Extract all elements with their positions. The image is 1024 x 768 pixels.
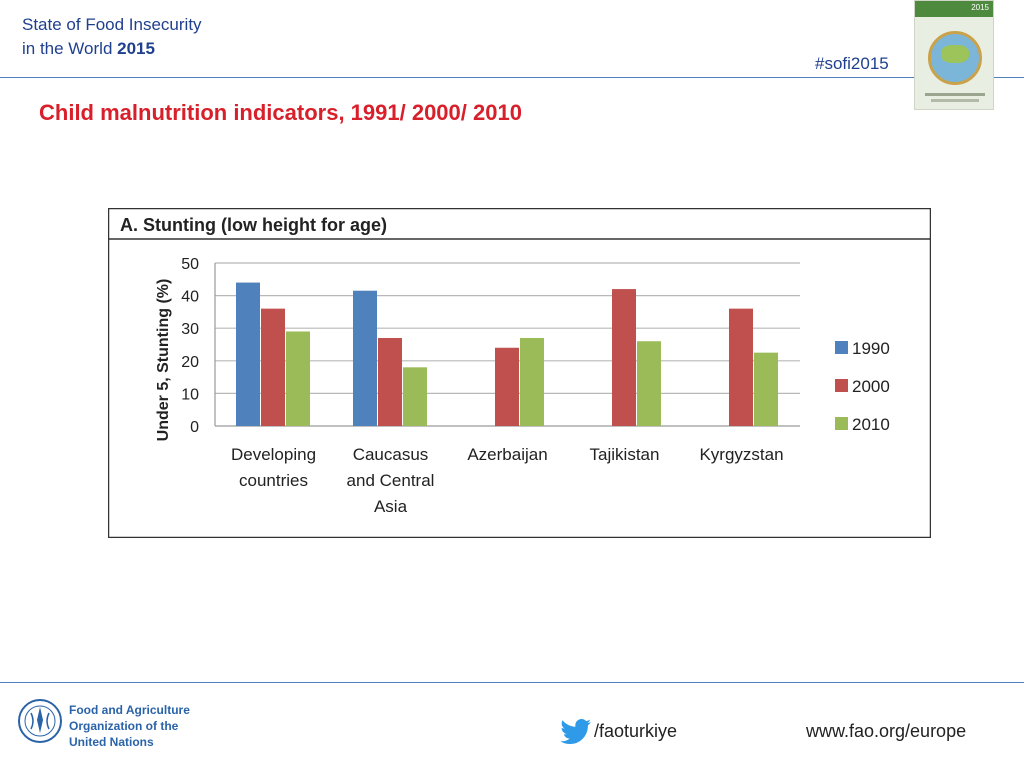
report-title: State of Food Insecurity in the World 20… — [22, 13, 202, 61]
bar-2010-1 — [403, 367, 427, 426]
legend-swatch-1990 — [835, 341, 848, 354]
x-category-label: Kyrgyzstan — [699, 445, 783, 464]
x-category-label-line: Kyrgyzstan — [699, 445, 783, 464]
legend-swatch-2010 — [835, 417, 848, 430]
fao-organization-name: Food and Agriculture Organization of the… — [69, 702, 190, 750]
x-category-label-line: Asia — [374, 497, 408, 516]
bar-2000-3 — [612, 289, 636, 426]
x-category-label: Azerbaijan — [467, 445, 547, 464]
x-category-label-line: and Central — [347, 471, 435, 490]
legend-label-1990: 1990 — [852, 339, 890, 358]
x-category-label: Tajikistan — [590, 445, 660, 464]
legend-swatch-2000 — [835, 379, 848, 392]
header-divider — [0, 77, 1024, 78]
report-title-line2: in the World 2015 — [22, 37, 202, 61]
bar-1990-1 — [353, 290, 377, 426]
x-category-label-line: Azerbaijan — [467, 445, 547, 464]
x-category-label-line: Developing — [231, 445, 316, 464]
footer-divider — [0, 682, 1024, 683]
cover-year: 2015 — [971, 3, 989, 12]
fao-name-line2: Organization of the — [69, 719, 179, 733]
cover-banner — [915, 1, 993, 17]
x-category-label-line: Caucasus — [353, 445, 429, 464]
y-tick-label: 40 — [181, 289, 199, 306]
website-link[interactable]: www.fao.org/europe — [806, 721, 967, 741]
report-year: 2015 — [117, 39, 155, 58]
fao-name-line3: United Nations — [69, 735, 154, 749]
bar-2000-2 — [495, 347, 519, 426]
legend-label-2010: 2010 — [852, 415, 890, 434]
bar-2010-3 — [637, 341, 661, 426]
cover-map-image — [941, 45, 969, 63]
fao-logo-icon — [18, 699, 62, 743]
x-category-label-line: countries — [239, 471, 308, 490]
chart-frame — [108, 208, 931, 538]
legend-label-2000: 2000 — [852, 377, 890, 396]
x-category-label: Developing countries — [231, 445, 316, 490]
chart-title: A. Stunting (low height for age) — [120, 215, 387, 235]
bar-2000-1 — [378, 337, 402, 426]
cover-text-line — [931, 99, 979, 102]
bar-2010-0 — [286, 331, 310, 426]
cover-text-line — [925, 93, 985, 96]
report-cover-thumbnail: 2015 — [914, 0, 994, 110]
x-category-label: Caucasus and Central Asia — [347, 445, 435, 516]
bar-2000-4 — [729, 308, 753, 426]
bar-2010-4 — [754, 352, 778, 426]
y-tick-label: 0 — [190, 419, 199, 436]
hashtag[interactable]: #sofi2015 — [815, 54, 889, 73]
twitter-bird-icon[interactable] — [560, 718, 592, 746]
y-tick-label: 10 — [181, 386, 199, 403]
y-tick-label: 30 — [181, 321, 199, 338]
bar-2010-2 — [520, 337, 544, 426]
report-title-line2-text: in the World — [22, 39, 113, 58]
y-tick-label: 50 — [181, 256, 199, 273]
x-category-label-line: Tajikistan — [590, 445, 660, 464]
bar-2000-0 — [261, 308, 285, 426]
slide-title: Child malnutrition indicators, 1991/ 200… — [39, 100, 522, 125]
fao-name-line1: Food and Agriculture — [69, 703, 190, 717]
report-title-line1: State of Food Insecurity — [22, 15, 202, 34]
stunting-chart: A. Stunting (low height for age) 0 10 20 30… — [108, 208, 931, 538]
y-tick-label: 20 — [181, 354, 199, 371]
bar-1990-0 — [236, 282, 260, 426]
y-axis-label: Under 5, Stunting (%) — [155, 279, 172, 442]
twitter-handle-link[interactable]: /faoturkiye — [594, 721, 678, 741]
